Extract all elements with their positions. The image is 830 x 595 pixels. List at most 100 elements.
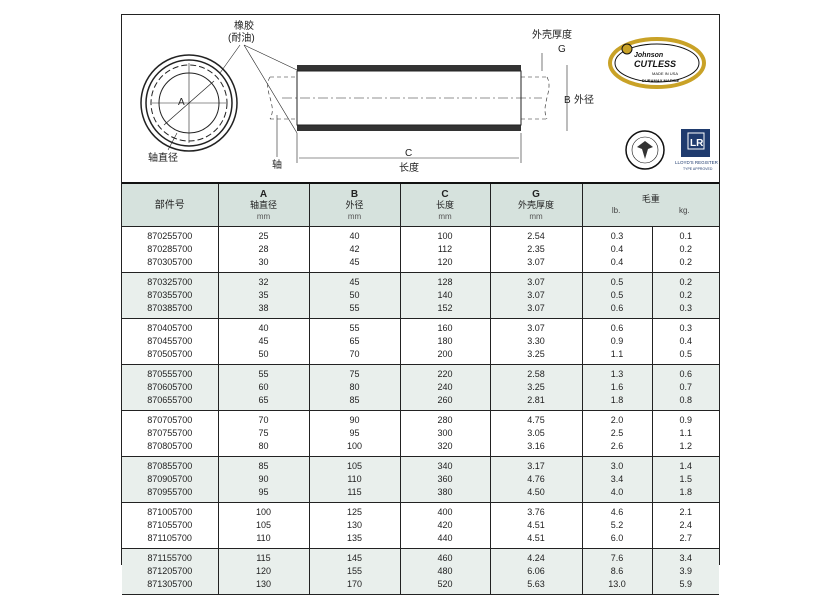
weight-lb-value: 7.6	[610, 553, 624, 563]
length-value: 120	[437, 257, 453, 267]
weight-kg-value: 1.1	[679, 428, 692, 438]
part-number-value: 870285700	[147, 244, 193, 254]
weight-lb-value: 0.3	[610, 231, 624, 241]
weight-kg-value: 0.8	[679, 395, 692, 405]
outer-diameter-value: 55	[349, 303, 360, 313]
outer-diameter-cell: 45 50 55	[308, 272, 400, 319]
weight-lb-value: 3.4	[610, 474, 624, 484]
outer-dia-label: 外径	[574, 93, 594, 106]
outer-diameter-cell: 125 130 135	[308, 502, 400, 549]
shaft-diameter-cell: 55 60 65	[217, 364, 309, 411]
abs-approval-seal	[625, 130, 665, 170]
shell-thickness-cell: 2.54 2.35 3.07	[489, 226, 582, 273]
part-number-value: 870405700	[147, 323, 193, 333]
part-number-cell: 871155700 871205700 871305700	[122, 548, 218, 595]
svg-text:TYPE APPROVED: TYPE APPROVED	[683, 167, 713, 171]
header-weight-kg: kg.	[678, 206, 690, 215]
shaft-diameter-value: 80	[258, 441, 269, 451]
shell-thickness-cell: 4.24 6.06 5.63	[489, 548, 582, 595]
weight-lb-cell: 0.3 0.4 0.4	[581, 226, 652, 273]
table-row-group: 870555700 870605700 870655700 55 60 65 75 80 85 2…	[122, 364, 719, 411]
shaft-diameter-value: 120	[255, 566, 272, 576]
table-row-group: 871155700 871205700 871305700 115 120 130 145 1…	[122, 548, 719, 595]
shell-thickness-value: 2.58	[527, 369, 545, 379]
part-number-value: 870325700	[147, 277, 193, 287]
shaft-diameter-value: 28	[258, 244, 269, 254]
part-number-value: 870305700	[147, 257, 193, 267]
length-value: 300	[437, 428, 453, 438]
shell-thickness-cell: 3.76 4.51 4.51	[489, 502, 582, 549]
length-cell: 100 112 120	[399, 226, 490, 273]
shell-thickness-cell: 3.07 3.30 3.25	[489, 318, 582, 365]
outer-diameter-value: 170	[346, 579, 363, 589]
johnson-cutless-logo: Johnson CUTLESS MADE IN USA DURAMAX MARI…	[608, 37, 706, 89]
weight-kg-value: 0.2	[679, 277, 692, 287]
shell-thickness-value: 3.07	[527, 323, 545, 333]
weight-kg-value: 0.2	[679, 244, 692, 254]
shell-thickness-value: 3.30	[527, 336, 545, 346]
part-number-cell: 870705700 870755700 870805700	[122, 410, 218, 457]
shaft-diameter-value: 45	[258, 336, 269, 346]
weight-lb-value: 5.2	[610, 520, 624, 530]
outer-diameter-value: 110	[347, 474, 362, 484]
outer-diameter-value: 70	[349, 349, 360, 359]
outer-diameter-value: 90	[349, 415, 360, 425]
header-weight: 毛重 lb. kg.	[581, 182, 719, 227]
part-number-value: 870255700	[147, 231, 193, 241]
part-number-value: 871205700	[147, 566, 193, 576]
dim-b: B	[564, 95, 571, 106]
svg-text:CUTLESS: CUTLESS	[634, 59, 676, 69]
svg-text:MADE IN USA: MADE IN USA	[652, 71, 678, 76]
table-row-group: 870405700 870455700 870505700 40 45 50 55 65 70 1…	[122, 318, 719, 365]
outer-diameter-value: 65	[349, 336, 360, 346]
shell-thickness-cell: 2.58 3.25 2.81	[489, 364, 582, 411]
shaft-diameter-value: 110	[256, 533, 271, 543]
outer-diameter-cell: 105 110 115	[308, 456, 400, 503]
length-value: 152	[437, 303, 453, 313]
part-number-cell: 870405700 870455700 870505700	[122, 318, 218, 365]
weight-lb-value: 1.1	[610, 349, 624, 359]
shaft-diameter-cell: 70 75 80	[217, 410, 309, 457]
outer-diameter-value: 145	[346, 553, 363, 563]
weight-kg-value: 0.1	[679, 231, 692, 241]
weight-kg-value: 2.4	[679, 520, 692, 530]
outer-diameter-value: 125	[346, 507, 363, 517]
weight-lb-value: 0.6	[610, 323, 624, 333]
weight-lb-value: 0.5	[610, 290, 624, 300]
length-cell: 340 360 380	[399, 456, 490, 503]
weight-lb-value: 6.0	[610, 533, 624, 543]
table-row-group: 870855700 870905700 870955700 85 90 95 105 110 1…	[122, 456, 719, 503]
table-row-group: 870705700 870755700 870805700 70 75 80 90 95 100…	[122, 410, 719, 457]
weight-lb-cell: 7.6 8.6 13.0	[581, 548, 652, 595]
outer-diameter-value: 50	[349, 290, 360, 300]
shell-thickness-value: 3.07	[527, 277, 545, 287]
lloyds-register-logo: LR LLOYD'S REGISTER TYPE APPROVED	[675, 129, 719, 171]
table-header-row: 部件号 A 轴直径 mm B 外径 mm C 长度 mm G 外壳厚度 mm 毛重 lb. kg…	[122, 182, 719, 227]
bearing-diagram: A 轴直径 橡胶 (耐油) C 长度 B 外径 外壳厚度 G	[140, 19, 719, 174]
shell-thickness-value: 4.51	[527, 533, 545, 543]
dim-a: A	[178, 97, 185, 108]
shaft-diameter-value: 30	[258, 257, 269, 267]
weight-lb-value: 0.5	[610, 277, 624, 287]
shaft-diameter-cell: 40 45 50	[217, 318, 309, 365]
weight-kg-value: 0.9	[679, 415, 692, 425]
length-cell: 400 420 440	[399, 502, 490, 549]
shell-thickness-value: 4.50	[527, 487, 545, 497]
weight-lb-value: 0.9	[610, 336, 624, 346]
weight-lb-value: 0.4	[610, 257, 624, 267]
bearing-spec-table: 部件号 A 轴直径 mm B 外径 mm C 长度 mm G 外壳厚度 mm 毛重 lb. kg…	[122, 182, 719, 595]
weight-lb-value: 2.0	[610, 415, 624, 425]
weight-lb-value: 3.0	[610, 461, 624, 471]
length-value: 128	[437, 277, 453, 287]
header-a: A 轴直径 mm	[217, 182, 309, 227]
table-row-group: 870255700 870285700 870305700 25 28 30 40 42 45 1…	[122, 226, 719, 273]
shaft-diameter-cell: 25 28 30	[217, 226, 309, 273]
weight-kg-cell: 0.6 0.7 0.8	[651, 364, 719, 411]
weight-kg-value: 0.7	[679, 382, 692, 392]
weight-kg-value: 1.5	[679, 474, 692, 484]
weight-kg-cell: 0.9 1.1 1.2	[651, 410, 719, 457]
part-number-cell: 870325700 870355700 870385700	[122, 272, 218, 319]
length-cell: 460 480 520	[399, 548, 490, 595]
dim-c: C	[405, 148, 412, 159]
length-value: 180	[437, 336, 453, 346]
